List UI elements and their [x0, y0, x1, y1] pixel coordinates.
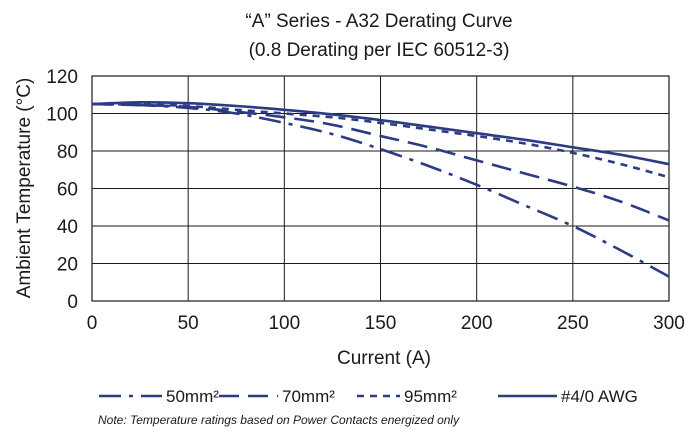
x-tick-label: 300 [653, 313, 685, 334]
legend-label: 95mm² [404, 387, 457, 406]
series-95mm2-line [91, 102, 670, 179]
grid-lines [92, 76, 669, 301]
x-tick-label: 50 [178, 313, 199, 334]
legend: 50mm² 70mm² 95mm² #4/0 AWG [99, 387, 638, 406]
legend-label: #4/0 AWG [561, 387, 638, 406]
y-tick-label: 40 [57, 217, 78, 238]
y-tick-label: 120 [46, 67, 78, 88]
x-axis-ticks: 0 50 100 150 200 250 300 [87, 313, 685, 334]
plot-frame [91, 75, 670, 302]
chart-subtitle: (0.8 Derating per IEC 60512-3) [249, 40, 510, 61]
x-tick-label: 0 [87, 313, 98, 334]
x-tick-label: 200 [461, 313, 493, 334]
legend-label: 50mm² [166, 387, 219, 406]
y-tick-label: 0 [67, 292, 78, 313]
legend-4-0-awg: #4/0 AWG [498, 387, 638, 406]
legend-50mm2: 50mm² [99, 387, 219, 406]
chart-note: Note: Temperature ratings based on Power… [98, 413, 460, 427]
y-tick-label: 60 [57, 180, 78, 201]
y-axis-ticks: 0 20 40 60 80 100 120 [46, 67, 78, 313]
y-tick-label: 20 [57, 255, 78, 276]
y-tick-label: 100 [46, 105, 78, 126]
y-axis-label: Ambient Temperature (°C) [14, 78, 35, 299]
x-tick-label: 250 [557, 313, 589, 334]
x-tick-label: 150 [365, 313, 397, 334]
legend-95mm2: 95mm² [357, 387, 457, 406]
legend-70mm2: 70mm² [219, 387, 335, 406]
series-4-0-awg-line [91, 100, 670, 166]
chart-title: “A” Series - A32 Derating Curve [245, 11, 512, 32]
x-tick-label: 100 [268, 313, 300, 334]
legend-label: 70mm² [282, 387, 335, 406]
x-axis-label: Current (A) [337, 348, 431, 369]
y-tick-label: 80 [57, 142, 78, 163]
series-lines [91, 100, 670, 278]
